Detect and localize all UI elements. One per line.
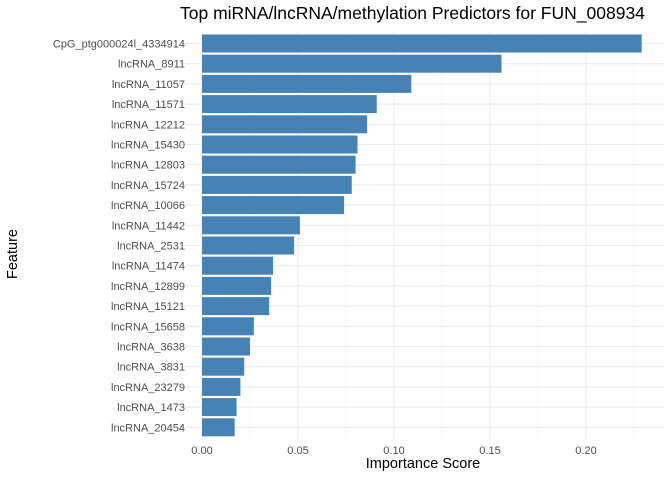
x-tick-labels: 0.00 0.05 0.10 0.15 0.20 [191,445,596,457]
y-tick-label: lncRNA_12212 [111,119,185,131]
bar-lncRNA_15724 [202,175,352,194]
y-tick-label: lncRNA_3831 [117,362,185,374]
bar-lncRNA_11057 [202,74,412,93]
bar-lncRNA_20454 [202,418,235,437]
y-tick-label: lncRNA_20454 [111,422,185,434]
bar-lncRNA_1473 [202,398,237,417]
x-tick-label: 0.05 [287,445,308,457]
bar-lncRNA_2531 [202,236,295,255]
y-tick-label: lncRNA_3638 [117,342,185,354]
bar-lncRNA_12212 [202,115,368,134]
y-tick-label: lncRNA_12899 [111,281,185,293]
x-tick-label: 0.15 [479,445,500,457]
bar-lncRNA_8911 [202,54,502,73]
y-tick-label: lncRNA_11571 [112,99,185,111]
bar-lncRNA_15430 [202,135,358,154]
bar-lncRNA_15658 [202,317,254,336]
x-tick-label: 0.10 [383,445,404,457]
bar-lncRNA_12803 [202,155,356,174]
y-tick-label: lncRNA_11057 [112,79,185,91]
y-tick-label: lncRNA_15658 [111,321,185,333]
bar-lncRNA_11442 [202,216,300,235]
gridlines [182,32,664,440]
y-tick-label: lncRNA_15724 [111,180,185,192]
bar-lncRNA_10066 [202,196,345,215]
y-tick-label: lncRNA_11474 [112,261,185,273]
y-tick-label: lncRNA_10066 [111,200,185,212]
bar-lncRNA_23279 [202,377,241,396]
y-tick-label: lncRNA_11442 [112,220,185,232]
bar-lncRNA_11474 [202,256,274,275]
y-tick-label: lncRNA_15430 [111,140,185,152]
y-tick-label: CpG_ptg000024l_4334914 [53,39,185,51]
y-tick-label: lncRNA_23279 [111,382,185,394]
x-tick-label: 0.00 [191,445,212,457]
bar-lncRNA_3638 [202,337,250,356]
chart-title: Top miRNA/lncRNA/methylation Predictors … [180,3,645,23]
y-tick-label: lncRNA_2531 [117,241,185,253]
bar-lncRNA_11571 [202,95,377,114]
y-tick-label: lncRNA_1473 [117,402,185,414]
y-tick-label: lncRNA_15121 [111,301,185,313]
bar-lncRNA_15121 [202,297,270,316]
y-tick-label: lncRNA_12803 [111,160,185,172]
bar-lncRNA_3831 [202,357,245,376]
bar-CpG_ptg000024l_4334914 [202,34,642,53]
x-axis-title: Importance Score [365,456,481,472]
bar-lncRNA_12899 [202,276,272,295]
y-tick-labels: CpG_ptg000024l_4334914 lncRNA_8911 lncRNA_… [53,39,185,435]
x-tick-label: 0.20 [575,445,596,457]
bars [202,34,642,437]
y-tick-label: lncRNA_8911 [118,59,185,71]
